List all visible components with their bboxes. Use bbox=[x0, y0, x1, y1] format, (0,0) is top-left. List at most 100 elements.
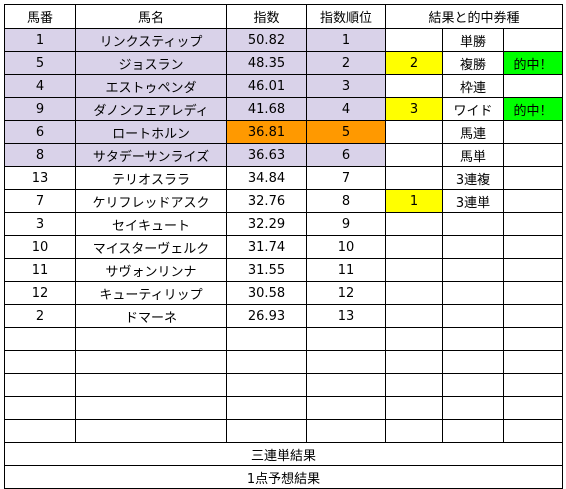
horse-name-cell: マイスターヴェルク bbox=[75, 235, 227, 259]
empty-name-cell bbox=[75, 373, 227, 397]
empty-hit-cell bbox=[503, 327, 563, 351]
horse-name-cell: ケリフレッドアスク bbox=[75, 189, 227, 213]
result-place-cell bbox=[385, 143, 443, 167]
rank-cell: 11 bbox=[306, 258, 386, 282]
header-index: 指数 bbox=[226, 4, 307, 29]
horse-number-cell: 9 bbox=[4, 97, 76, 121]
hit-cell bbox=[503, 120, 563, 144]
hit-cell bbox=[503, 74, 563, 98]
table-body: 1 リンクスティップ 50.82 1 単勝 5 ジョスラン 48.35 2 2 複勝 的中！ 4 エストゥ… bbox=[4, 28, 563, 489]
result-place-cell bbox=[385, 74, 443, 98]
table-row bbox=[4, 419, 563, 443]
table-row: 1 リンクスティップ 50.82 1 単勝 bbox=[4, 28, 563, 52]
empty-bet-type-cell bbox=[442, 258, 504, 282]
table-row: 13 テリオスララ 34.84 7 3連複 bbox=[4, 166, 563, 190]
header-name: 馬名 bbox=[75, 4, 227, 29]
empty-rank-cell bbox=[306, 327, 386, 351]
empty-name-cell bbox=[75, 396, 227, 420]
empty-place-cell bbox=[385, 350, 443, 374]
horse-number-cell: 3 bbox=[4, 212, 76, 236]
table-row: 3 セイキュート 32.29 9 bbox=[4, 212, 563, 236]
hit-cell bbox=[503, 143, 563, 167]
index-cell: 36.63 bbox=[226, 143, 307, 167]
horse-name-cell: サタデーサンライズ bbox=[75, 143, 227, 167]
bet-type-cell: 3連単 bbox=[442, 189, 504, 213]
empty-bet-type-cell bbox=[442, 304, 504, 328]
empty-index-cell bbox=[226, 327, 307, 351]
empty-hit-cell bbox=[503, 373, 563, 397]
rank-cell: 7 bbox=[306, 166, 386, 190]
table-row: 6 ロートホルン 36.81 5 馬連 bbox=[4, 120, 563, 144]
horse-number-cell: 10 bbox=[4, 235, 76, 259]
horse-number-cell: 12 bbox=[4, 281, 76, 305]
bet-type-cell: 馬連 bbox=[442, 120, 504, 144]
header-rank: 指数順位 bbox=[306, 4, 386, 29]
hit-cell bbox=[503, 166, 563, 190]
index-cell: 31.55 bbox=[226, 258, 307, 282]
header-row: 馬番 馬名 指数 指数順位 結果と的中券種 bbox=[4, 4, 563, 29]
result-place-cell bbox=[385, 28, 443, 52]
hit-cell: 的中！ bbox=[503, 51, 563, 75]
empty-bet-type-cell bbox=[442, 235, 504, 259]
horse-name-cell: サヴォンリンナ bbox=[75, 258, 227, 282]
empty-hit-cell bbox=[503, 212, 563, 236]
empty-bet-type-cell bbox=[442, 419, 504, 443]
index-cell: 31.74 bbox=[226, 235, 307, 259]
bet-type-cell: 馬単 bbox=[442, 143, 504, 167]
horse-name-cell: キューティリップ bbox=[75, 281, 227, 305]
empty-name-cell bbox=[75, 350, 227, 374]
rank-cell: 6 bbox=[306, 143, 386, 167]
index-cell: 50.82 bbox=[226, 28, 307, 52]
empty-place-cell bbox=[385, 212, 443, 236]
rank-cell: 9 bbox=[306, 212, 386, 236]
table-row: 7 ケリフレッドアスク 32.76 8 1 3連単 bbox=[4, 189, 563, 213]
result-place-cell: 2 bbox=[385, 51, 443, 75]
results-sheet: 馬番 馬名 指数 指数順位 結果と的中券種 1 リンクスティップ 50.82 1 単勝 5… bbox=[4, 4, 563, 489]
horse-name-cell: ジョスラン bbox=[75, 51, 227, 75]
table-row: 5 ジョスラン 48.35 2 2 複勝 的中！ bbox=[4, 51, 563, 75]
rank-cell: 10 bbox=[306, 235, 386, 259]
empty-rank-cell bbox=[306, 419, 386, 443]
hit-cell bbox=[503, 28, 563, 52]
empty-number-cell bbox=[4, 396, 76, 420]
horse-number-cell: 6 bbox=[4, 120, 76, 144]
horse-number-cell: 8 bbox=[4, 143, 76, 167]
table-row: 4 エストゥペンダ 46.01 3 枠連 bbox=[4, 74, 563, 98]
empty-index-cell bbox=[226, 350, 307, 374]
empty-bet-type-cell bbox=[442, 212, 504, 236]
empty-number-cell bbox=[4, 373, 76, 397]
bet-type-cell: 複勝 bbox=[442, 51, 504, 75]
horse-number-cell: 7 bbox=[4, 189, 76, 213]
empty-hit-cell bbox=[503, 304, 563, 328]
empty-place-cell bbox=[385, 258, 443, 282]
empty-hit-cell bbox=[503, 258, 563, 282]
rank-cell: 1 bbox=[306, 28, 386, 52]
horse-number-cell: 1 bbox=[4, 28, 76, 52]
index-cell: 30.58 bbox=[226, 281, 307, 305]
empty-bet-type-cell bbox=[442, 373, 504, 397]
empty-name-cell bbox=[75, 419, 227, 443]
empty-bet-type-cell bbox=[442, 396, 504, 420]
table-row: 10 マイスターヴェルク 31.74 10 bbox=[4, 235, 563, 259]
horse-name-cell: セイキュート bbox=[75, 212, 227, 236]
table-row: 11 サヴォンリンナ 31.55 11 bbox=[4, 258, 563, 282]
table-row bbox=[4, 396, 563, 420]
single-prediction-result-label: 1点予想結果 bbox=[4, 465, 563, 489]
table-row: 8 サタデーサンライズ 36.63 6 馬単 bbox=[4, 143, 563, 167]
index-cell: 34.84 bbox=[226, 166, 307, 190]
horse-number-cell: 2 bbox=[4, 304, 76, 328]
rank-cell: 8 bbox=[306, 189, 386, 213]
empty-place-cell bbox=[385, 396, 443, 420]
empty-place-cell bbox=[385, 281, 443, 305]
empty-bet-type-cell bbox=[442, 327, 504, 351]
empty-bet-type-cell bbox=[442, 281, 504, 305]
hit-cell bbox=[503, 189, 563, 213]
result-place-cell bbox=[385, 166, 443, 190]
bet-type-cell: 単勝 bbox=[442, 28, 504, 52]
index-cell: 48.35 bbox=[226, 51, 307, 75]
empty-place-cell bbox=[385, 327, 443, 351]
rank-cell: 5 bbox=[306, 120, 386, 144]
empty-place-cell bbox=[385, 304, 443, 328]
empty-rank-cell bbox=[306, 373, 386, 397]
empty-name-cell bbox=[75, 327, 227, 351]
